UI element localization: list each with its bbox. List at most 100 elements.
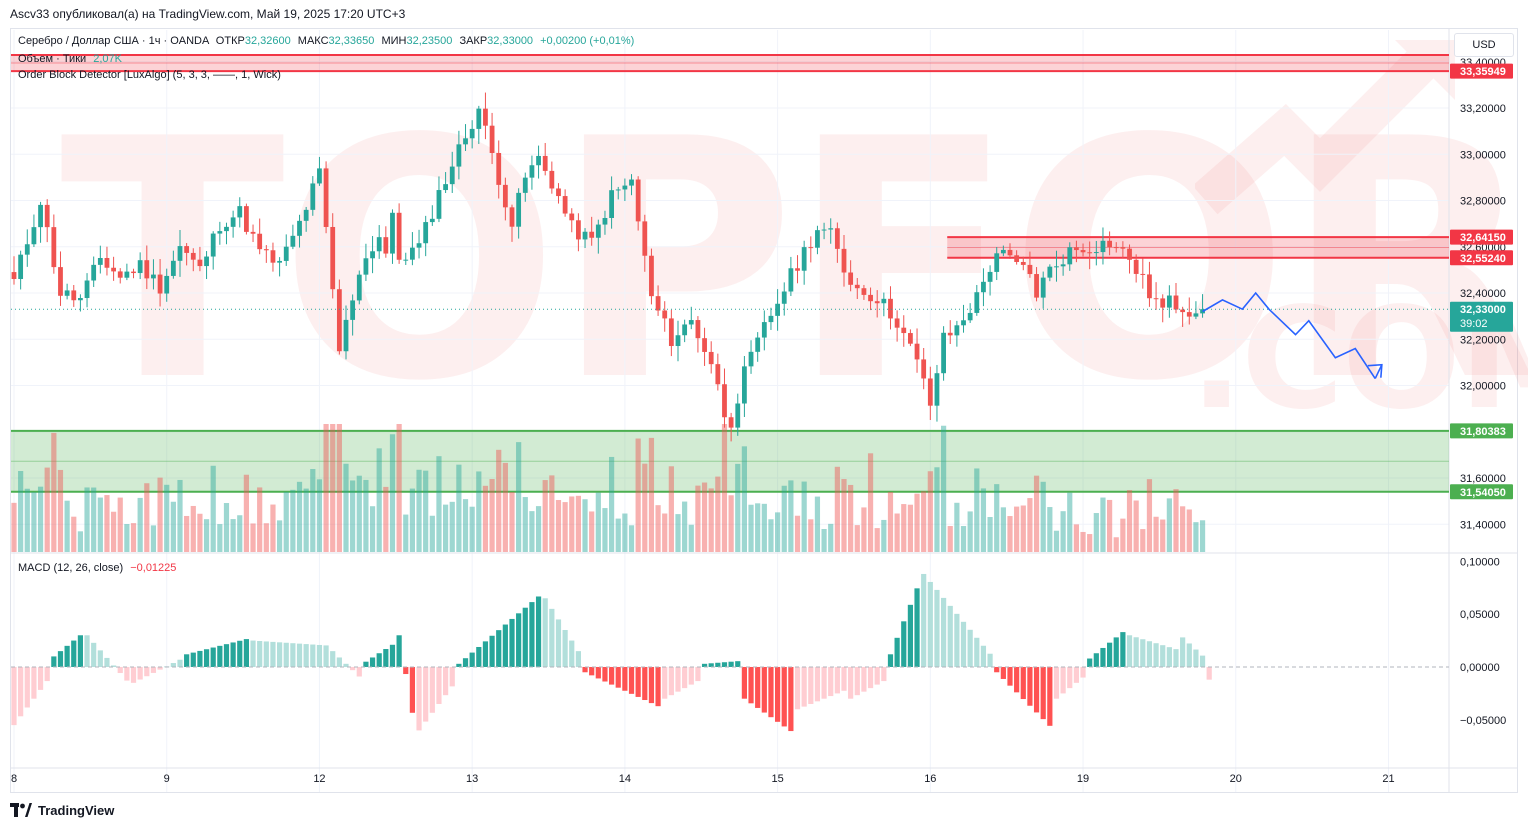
- candle-body: [250, 231, 256, 234]
- macd-bar: [1093, 653, 1099, 667]
- macd-bar: [310, 644, 316, 667]
- macd-bar: [1067, 666, 1073, 689]
- volume-bar: [728, 495, 734, 552]
- candle-body: [569, 213, 575, 221]
- volume-bar: [987, 516, 993, 552]
- macd-bar: [675, 666, 681, 692]
- candle-body: [629, 179, 634, 186]
- macd-bar: [336, 657, 342, 667]
- macd-bar: [1120, 632, 1126, 667]
- price-label-badge: [1450, 229, 1513, 245]
- macd-bar: [1199, 655, 1206, 667]
- macd-bar: [828, 666, 834, 697]
- volume-bar: [197, 513, 203, 552]
- price-tick-label: 32,80000: [1460, 196, 1506, 208]
- macd-tick-label: 0,05000: [1460, 609, 1500, 621]
- volume-bar: [104, 495, 110, 552]
- volume-bar: [761, 503, 767, 552]
- candle-body: [795, 268, 800, 271]
- macd-bar: [423, 666, 429, 722]
- candle-body: [117, 271, 123, 278]
- volume-bar: [416, 469, 422, 552]
- volume-bar: [562, 502, 568, 552]
- published-header: Ascv33 опубликовал(а) на TradingView.com…: [0, 0, 1528, 28]
- volume-bar: [403, 514, 409, 552]
- macd-bar: [1180, 637, 1186, 667]
- time-tick-label: 20: [1230, 773, 1242, 785]
- volume-bar: [721, 424, 728, 552]
- indicator-label: Order Block Detector [LuxAlgo] (5, 3, 3,…: [18, 69, 281, 81]
- close-label: ЗАКР: [459, 35, 488, 47]
- volume-bar: [775, 512, 781, 552]
- volume-bar: [808, 519, 814, 552]
- candle-body: [1166, 295, 1172, 308]
- volume-bar: [257, 487, 263, 552]
- macd-bar: [794, 666, 801, 710]
- macd-bar: [960, 621, 967, 667]
- macd-bar: [755, 666, 761, 708]
- price-label-text: 31,80383: [1460, 426, 1506, 438]
- order-block-bearish: [11, 55, 1449, 72]
- macd-bar: [582, 666, 588, 673]
- volume-bar: [462, 499, 469, 552]
- chart-frame[interactable]: [10, 28, 1518, 793]
- candle-body: [615, 189, 621, 191]
- volume-bar: [170, 501, 176, 552]
- volume-bar: [848, 484, 854, 552]
- macd-bar: [735, 661, 741, 667]
- volume-bar: [217, 524, 223, 552]
- volume-bar: [283, 491, 289, 552]
- candle-body: [1000, 249, 1006, 254]
- macd-bar: [569, 640, 575, 667]
- candle-body: [237, 206, 243, 218]
- macd-bar: [436, 666, 442, 704]
- volume-bar: [662, 513, 668, 552]
- price-label-badge: [1450, 63, 1513, 79]
- low-label: МИН: [381, 35, 407, 47]
- macd-bar: [867, 666, 874, 689]
- volume-bar: [1000, 507, 1006, 552]
- macd-bar: [934, 589, 940, 667]
- tradingview-brand[interactable]: TradingView: [10, 800, 114, 820]
- volume-bar: [768, 519, 774, 552]
- candle-body: [1186, 312, 1192, 317]
- volume-bar: [31, 492, 37, 552]
- macd-bar: [814, 666, 821, 702]
- macd-bar: [37, 666, 44, 690]
- volume-bar: [555, 500, 562, 552]
- currency-button[interactable]: USD: [1454, 33, 1514, 57]
- volume-bar: [628, 525, 635, 552]
- macd-bar: [887, 654, 894, 667]
- macd-bar: [708, 663, 714, 667]
- volume-bar: [1047, 507, 1053, 552]
- macd-bar: [243, 639, 249, 667]
- macd-bar: [921, 573, 927, 667]
- bar-countdown: 39:02: [1460, 318, 1488, 330]
- macd-bar: [781, 666, 787, 727]
- candle-body: [715, 364, 721, 385]
- macd-bar: [283, 642, 289, 667]
- macd-bar: [688, 666, 694, 685]
- volume-bar: [934, 467, 940, 552]
- macd-bar: [263, 641, 269, 667]
- candle-body: [71, 290, 77, 301]
- volume-bar: [642, 463, 648, 552]
- high-value: 32,33650: [328, 35, 375, 47]
- candle-body: [516, 192, 522, 227]
- macd-bar: [741, 666, 747, 699]
- volume-bar: [1146, 479, 1153, 552]
- volume-bar: [18, 470, 24, 552]
- price-tick-label: 31,40000: [1460, 519, 1506, 531]
- volume-bar: [881, 519, 887, 552]
- macd-bar: [509, 618, 515, 667]
- candle-body: [469, 128, 475, 139]
- macd-bar: [303, 644, 309, 667]
- volume-bar: [974, 468, 980, 552]
- volume-bar: [509, 492, 515, 552]
- candle-body: [217, 231, 223, 234]
- candle-body: [11, 272, 17, 280]
- candle-body: [815, 230, 820, 248]
- candle-body: [443, 184, 448, 191]
- macd-bar: [1173, 649, 1179, 667]
